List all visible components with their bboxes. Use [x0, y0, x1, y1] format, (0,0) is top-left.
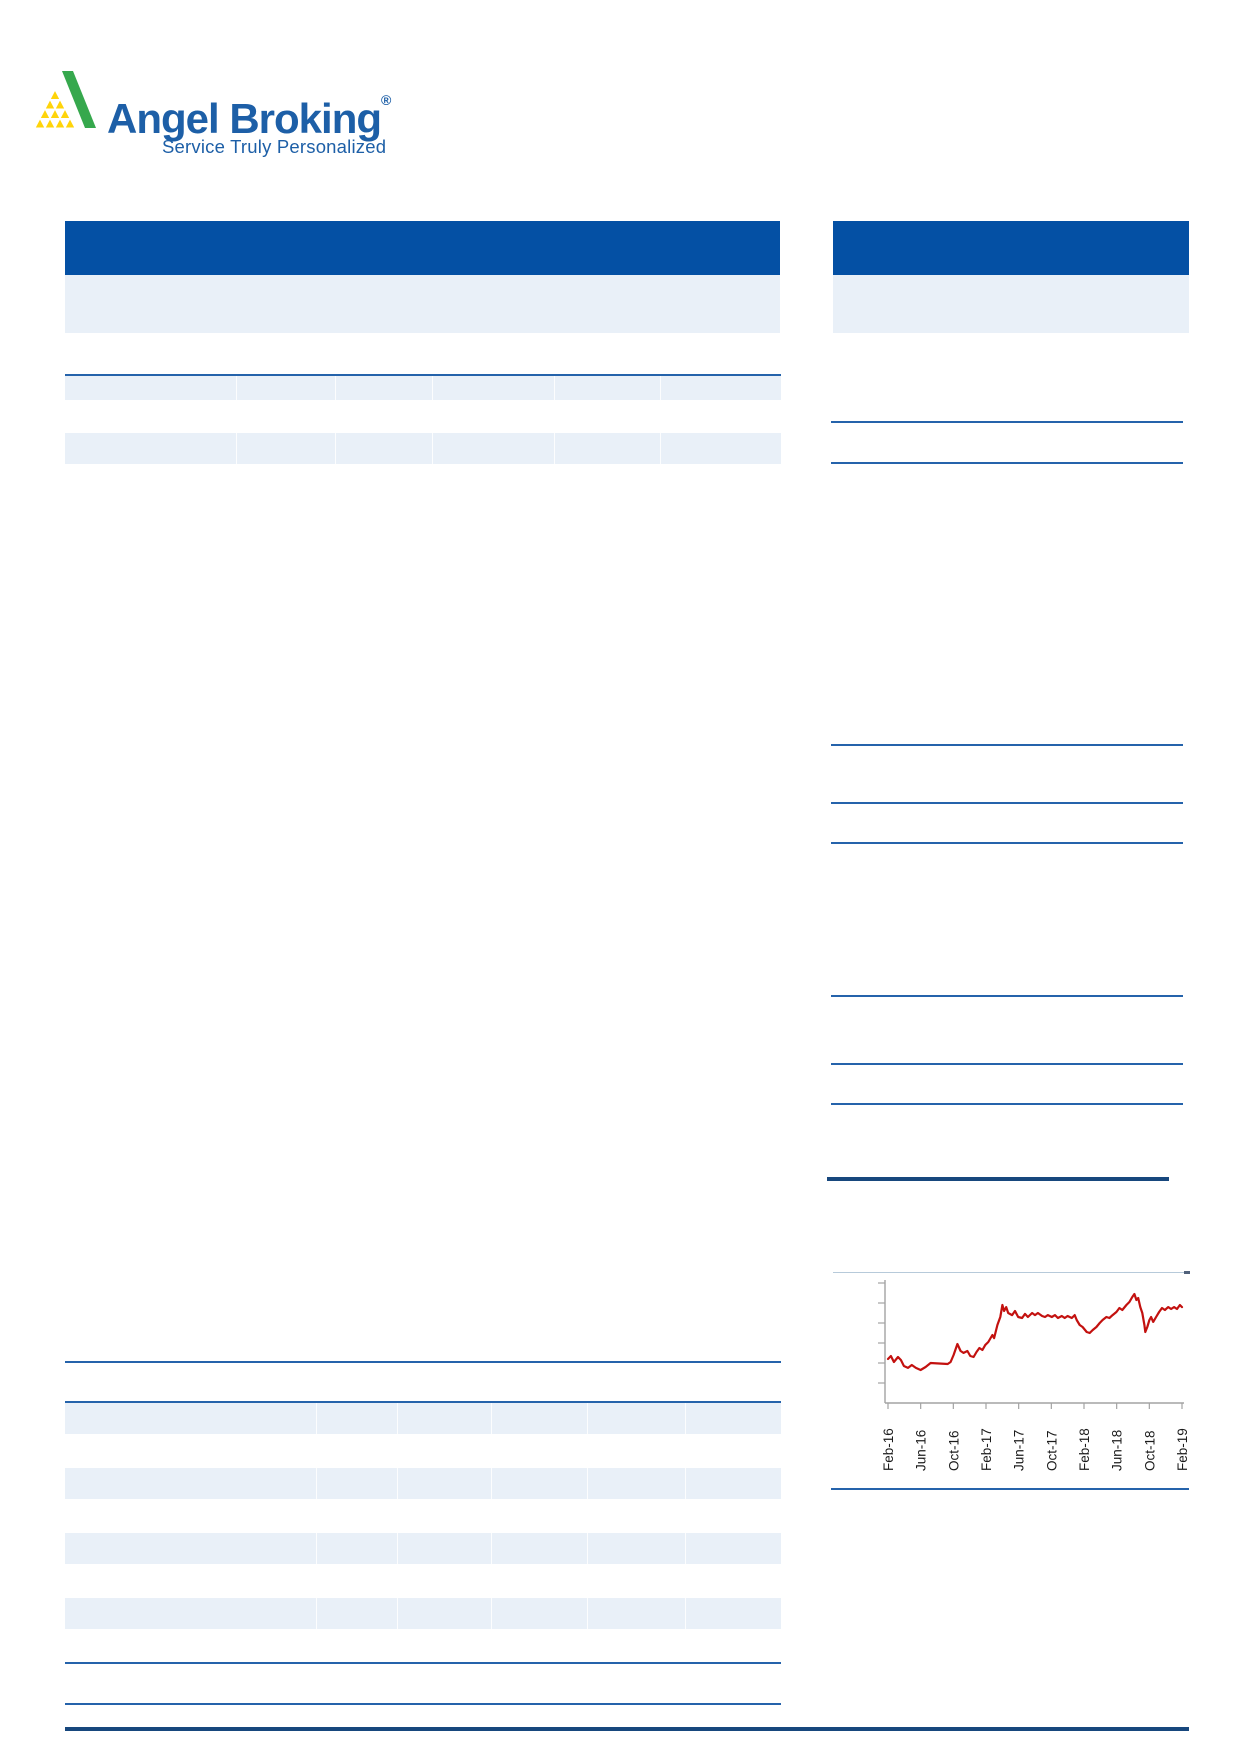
price-chart-section-rule: [827, 1177, 1169, 1181]
stock-info-divider: [831, 744, 1183, 746]
column-separator: [397, 1468, 398, 1499]
column-separator: [432, 433, 433, 464]
x-tick-label: Feb-17: [979, 1428, 994, 1471]
x-tick-label: Jun-18: [1110, 1430, 1125, 1471]
brand-tagline: Service Truly Personalized: [162, 136, 387, 157]
column-separator: [316, 1533, 317, 1564]
column-separator: [685, 1598, 686, 1629]
chart-top-border: [833, 1272, 1185, 1273]
key-financials-row: [65, 1468, 781, 1499]
price-chart: Feb-16 Jun-16 Oct-16 Feb-17 Jun-17 Oct-17 Feb-…: [878, 1280, 1190, 1471]
chart-corner-tick: [1184, 1271, 1190, 1274]
column-separator: [685, 1403, 686, 1434]
column-separator: [397, 1598, 398, 1629]
column-separator: [491, 1598, 492, 1629]
column-separator: [335, 433, 336, 464]
column-separator: [491, 1468, 492, 1499]
stock-info-divider: [831, 421, 1183, 423]
quarterly-table-top-rule: [65, 374, 781, 376]
x-tick-label: Jun-16: [914, 1430, 929, 1471]
price-line: [886, 1292, 1184, 1372]
column-separator: [236, 376, 237, 400]
left-title-bar: [65, 221, 780, 275]
price-chart-bottom-rule: [831, 1488, 1189, 1490]
stock-info-divider: [831, 995, 1183, 997]
column-separator: [491, 1533, 492, 1564]
column-separator: [554, 433, 555, 464]
column-separator: [397, 1403, 398, 1434]
column-separator: [685, 1533, 686, 1564]
quarterly-data-row: [65, 433, 781, 464]
column-separator: [587, 1468, 588, 1499]
key-financials-row: [65, 1403, 781, 1434]
column-separator: [397, 1533, 398, 1564]
brand-logo: Angel Broking® Service Truly Personalize…: [0, 0, 420, 190]
right-title-panel: [833, 275, 1189, 333]
column-separator: [660, 433, 661, 464]
x-tick-label: Feb-16: [881, 1428, 896, 1471]
key-financials-row: [65, 1533, 781, 1564]
x-tick-label: Feb-18: [1077, 1428, 1092, 1471]
stock-info-divider: [831, 1063, 1183, 1065]
brand-name: Angel Broking®: [107, 92, 392, 142]
stock-info-divider: [831, 1103, 1183, 1105]
key-financials-header-rule: [65, 1401, 781, 1403]
stock-info-divider: [831, 802, 1183, 804]
column-separator: [316, 1468, 317, 1499]
column-separator: [491, 1403, 492, 1434]
right-title-bar: [833, 221, 1189, 275]
x-tick-label: Jun-17: [1012, 1430, 1027, 1471]
key-financials-bottom-rule: [65, 1662, 781, 1664]
column-separator: [685, 1468, 686, 1499]
x-tick-label: Feb-19: [1175, 1428, 1190, 1471]
column-separator: [660, 376, 661, 400]
x-tick-label: Oct-18: [1142, 1430, 1157, 1471]
column-separator: [587, 1403, 588, 1434]
quarterly-header-row: [65, 376, 781, 400]
stock-info-divider: [831, 462, 1183, 464]
column-separator: [316, 1403, 317, 1434]
column-separator: [587, 1598, 588, 1629]
column-separator: [236, 433, 237, 464]
angel-pyramid-icon: [34, 71, 96, 129]
column-separator: [554, 376, 555, 400]
key-financials-top-rule: [65, 1361, 781, 1363]
page-footer-rule: [65, 1727, 1189, 1731]
left-title-panel: [65, 275, 780, 333]
column-separator: [432, 376, 433, 400]
x-tick-label: Oct-16: [946, 1430, 961, 1471]
stock-info-divider: [831, 842, 1183, 844]
column-separator: [335, 376, 336, 400]
column-separator: [587, 1533, 588, 1564]
key-financials-row: [65, 1598, 781, 1629]
footnote-rule: [65, 1703, 781, 1705]
x-tick-label: Oct-17: [1044, 1430, 1059, 1471]
column-separator: [316, 1598, 317, 1629]
registered-mark: ®: [381, 92, 392, 108]
